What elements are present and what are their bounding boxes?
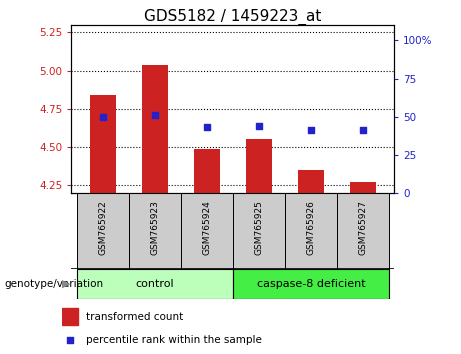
Text: control: control [136, 279, 174, 289]
Bar [350, 182, 376, 193]
Text: GSM765926: GSM765926 [307, 200, 315, 255]
Bar [129, 193, 181, 269]
Point [203, 125, 211, 130]
Text: GSM765925: GSM765925 [254, 200, 263, 255]
Bar [233, 269, 389, 299]
Bar [194, 149, 220, 193]
Text: GSM765923: GSM765923 [150, 200, 159, 255]
Bar [246, 139, 272, 193]
Text: transformed count: transformed count [87, 312, 183, 322]
Bar [90, 95, 116, 193]
Bar [233, 193, 285, 269]
Bar [285, 193, 337, 269]
Text: GSM765922: GSM765922 [98, 200, 107, 255]
Bar [181, 193, 233, 269]
Bar [77, 193, 129, 269]
Point [99, 114, 106, 120]
Point [307, 127, 314, 133]
Bar [142, 64, 168, 193]
Point [359, 127, 366, 133]
Text: GSM765924: GSM765924 [202, 200, 211, 255]
Text: genotype/variation: genotype/variation [5, 279, 104, 289]
Point [255, 123, 262, 129]
Title: GDS5182 / 1459223_at: GDS5182 / 1459223_at [144, 8, 321, 25]
Text: GSM765927: GSM765927 [358, 200, 367, 255]
Bar [298, 170, 324, 193]
Point [151, 112, 159, 118]
Point [66, 337, 74, 343]
Bar [77, 269, 233, 299]
Bar [337, 193, 389, 269]
Text: ▶: ▶ [62, 279, 71, 289]
Text: caspase-8 deficient: caspase-8 deficient [257, 279, 365, 289]
Text: percentile rank within the sample: percentile rank within the sample [87, 335, 262, 346]
Bar [62, 308, 78, 325]
